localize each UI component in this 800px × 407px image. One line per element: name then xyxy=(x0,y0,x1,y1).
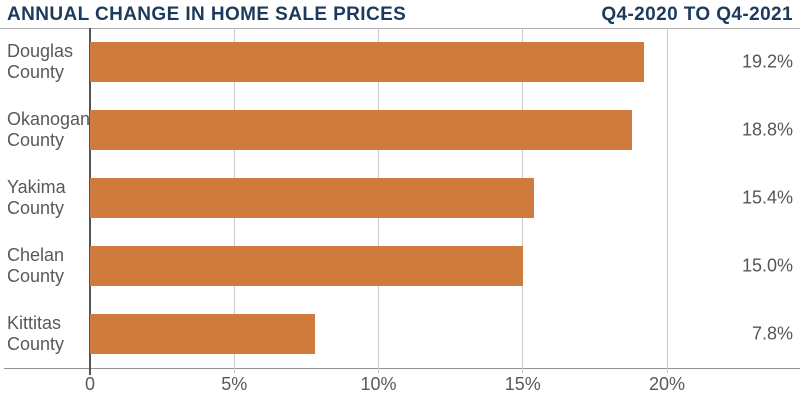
category-label: Kittitas County xyxy=(7,313,65,354)
x-tick-label: 10% xyxy=(360,374,397,394)
category-label: Okanogan County xyxy=(7,109,91,150)
header-divider-line xyxy=(0,28,800,29)
x-tick-label: 15% xyxy=(504,374,541,394)
bar xyxy=(90,314,316,354)
x-axis-line xyxy=(4,368,800,369)
chart-period: Q4-2020 TO Q4-2021 xyxy=(601,4,793,25)
bar xyxy=(90,42,644,82)
bar xyxy=(90,110,633,150)
value-label: 18.8% xyxy=(741,119,793,140)
value-label: 19.2% xyxy=(741,51,793,72)
category-label: Chelan County xyxy=(7,245,65,286)
value-label: 15.0% xyxy=(741,255,793,276)
x-tick-label: 0 xyxy=(84,374,96,394)
category-label: Yakima County xyxy=(7,177,66,218)
value-label: 7.8% xyxy=(751,323,793,344)
category-label: Douglas County xyxy=(7,41,74,82)
x-tick-label: 5% xyxy=(221,374,248,394)
y-axis-zero-line xyxy=(88,28,91,375)
gridline-20pct xyxy=(666,28,668,373)
bar xyxy=(90,246,523,286)
bar xyxy=(90,178,535,218)
chart-title: ANNUAL CHANGE IN HOME SALE PRICES xyxy=(7,4,407,25)
x-tick-label: 20% xyxy=(648,374,686,394)
value-label: 15.4% xyxy=(741,187,793,208)
